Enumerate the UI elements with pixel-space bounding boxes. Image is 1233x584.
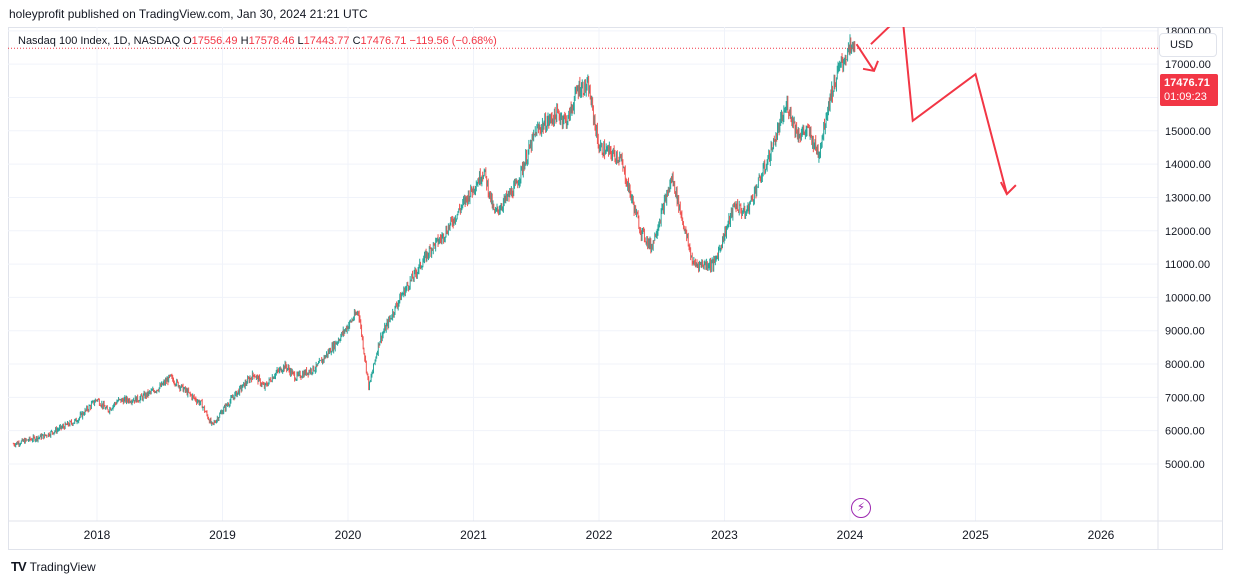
tradingview-brand[interactable]: TV TradingView (11, 559, 96, 574)
tradingview-logo-icon: TV (11, 559, 27, 574)
chart-frame (8, 27, 1223, 550)
x-tick-label: 2021 (460, 528, 487, 542)
last-price-value: 17476.71 (1164, 77, 1210, 89)
lightning-bolt-icon[interactable]: ⚡ (851, 498, 871, 518)
price-chart[interactable]: 5000.00 6000.00 7000.00 8000.00 9000.00 10000… (8, 27, 1223, 550)
legend-close-value: 17476.71 (360, 35, 407, 47)
currency-button[interactable]: USD (1159, 33, 1217, 57)
legend-low-value: 17443.77 (303, 35, 350, 47)
legend-symbol: Nasdaq 100 Index, 1D, NASDAQ (18, 35, 181, 47)
x-tick-label: 2020 (335, 528, 362, 542)
legend-high-label: H (240, 35, 249, 47)
publish-info: holeyprofit published on TradingView.com… (9, 7, 368, 21)
y-tick-label: 6000.00 (1165, 426, 1205, 438)
y-tick-label: 11000.00 (1165, 259, 1210, 271)
y-tick-label: 10000.00 (1165, 292, 1211, 304)
x-tick-label: 2018 (84, 528, 111, 542)
candles-group (12, 34, 856, 448)
projection-arrow-head (999, 181, 1017, 196)
last-price-tag: 17476.71 01:09:23 (1160, 74, 1218, 106)
y-tick-label: 5000.00 (1165, 459, 1205, 471)
legend-low-label: L (297, 35, 304, 47)
short-arrow-head (862, 60, 879, 72)
chart-legend: Nasdaq 100 Index, 1D, NASDAQ O17556.49 H… (18, 35, 497, 47)
legend-close-label: C (352, 35, 361, 47)
y-tick-label: 12000.00 (1165, 226, 1211, 238)
x-tick-label: 2026 (1088, 528, 1115, 542)
y-tick-label: 9000.00 (1165, 326, 1205, 338)
x-tick-label: 2023 (711, 528, 738, 542)
y-tick-label: 8000.00 (1165, 359, 1205, 371)
projection-path (870, 27, 1008, 195)
y-tick-label: 15000.00 (1165, 126, 1211, 138)
x-tick-label: 2019 (209, 528, 236, 542)
y-tick-label: 14000.00 (1165, 159, 1211, 171)
y-tick-label: 17000.00 (1165, 59, 1211, 71)
y-tick-label: 18000.00 (1165, 27, 1211, 38)
x-tick-label: 2024 (837, 528, 864, 542)
y-tick-label: 13000.00 (1165, 192, 1211, 204)
x-tick-label: 2025 (962, 528, 989, 542)
short-arrow (855, 43, 875, 72)
x-tick-label: 2022 (586, 528, 613, 542)
brand-name: TradingView (29, 559, 96, 574)
bar-countdown: 01:09:23 (1164, 91, 1207, 103)
legend-open-label: O (183, 35, 192, 47)
y-tick-label: 7000.00 (1165, 392, 1205, 404)
legend-open-value: 17556.49 (191, 35, 238, 47)
legend-high-value: 17578.46 (248, 35, 295, 47)
legend-change: −119.56 (−0.68%) (409, 35, 497, 47)
